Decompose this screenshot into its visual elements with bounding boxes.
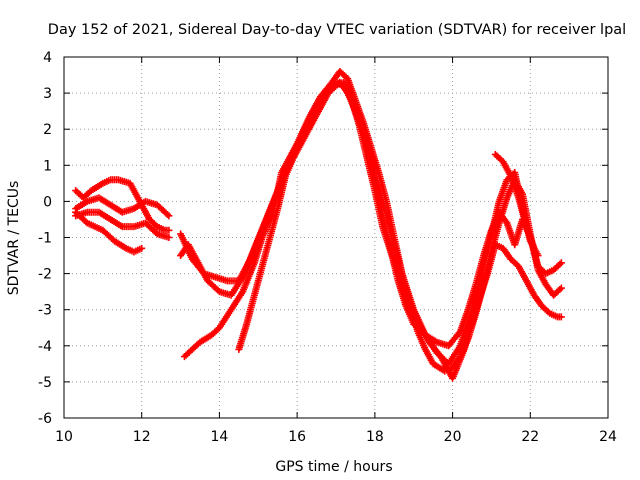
series-arc-f [177,78,565,350]
data-layer [72,67,565,382]
data-point-marker [557,259,565,267]
y-tick-label: 4 [43,50,52,66]
y-tick-label: 0 [43,194,52,210]
data-point-marker [530,244,538,252]
series-arc-d [72,208,146,256]
x-tick-label: 16 [288,429,306,445]
y-axis-label: SDTVAR / TECUs [6,181,22,296]
y-tick-label: 1 [43,158,52,174]
x-tick-label: 12 [133,429,151,445]
y-tick-label: 3 [43,86,52,102]
x-tick-label: 14 [211,429,229,445]
data-point-marker [534,252,542,260]
y-tick-label: -5 [38,375,52,391]
y-tick-label: 2 [43,122,52,138]
y-tick-label: -1 [38,231,52,247]
x-tick-label: 24 [599,429,617,445]
y-tick-label: -4 [38,339,52,355]
y-tick-label: -2 [38,267,52,283]
data-point-marker [163,210,171,218]
x-tick-label: 18 [366,429,384,445]
data-point-marker [165,234,173,241]
chart-title: Day 152 of 2021, Sidereal Day-to-day VTE… [48,22,626,38]
x-tick-label: 10 [55,429,73,445]
data-point-marker [165,226,173,234]
data-point-marker [557,284,565,292]
axis-ticks [63,56,609,419]
y-tick-label: -6 [38,411,52,427]
x-tick-label: 22 [521,429,539,445]
series-arc-i [491,150,538,252]
x-tick-label: 20 [444,429,462,445]
y-tick-label: -3 [38,303,52,319]
series-arc-h [235,78,542,368]
data-point-marker [138,244,146,252]
x-axis-label: GPS time / hours [275,459,392,475]
data-point-marker [557,313,565,321]
series-arc-c [72,176,173,234]
data-point-marker [165,212,173,220]
